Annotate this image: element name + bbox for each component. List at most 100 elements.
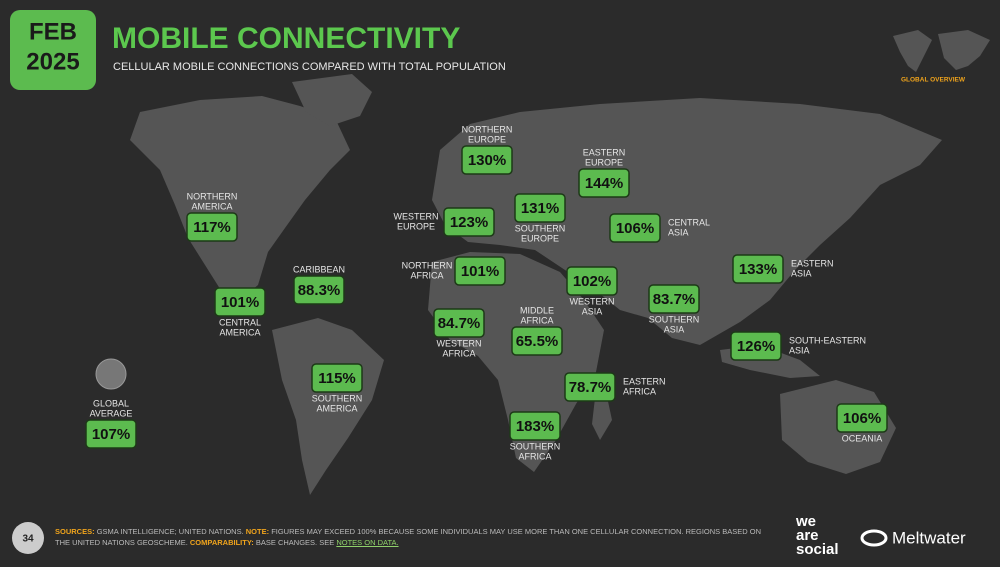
land: [592, 392, 612, 440]
page-circle: [12, 522, 44, 554]
title: MOBILE CONNECTIVITY: [112, 22, 460, 55]
value-label: 101%: [221, 294, 259, 311]
value-label: 65.5%: [516, 333, 559, 350]
region-name: AVERAGE: [90, 408, 133, 418]
date-badge: [10, 10, 96, 90]
region-name: SOUTHERN: [312, 393, 363, 403]
region-name: CARIBBEAN: [293, 264, 345, 274]
region-name: MIDDLE: [520, 305, 554, 315]
region-name: AFRICA: [623, 386, 656, 396]
value-label: 144%: [585, 175, 623, 192]
value-label: 84.7%: [438, 315, 481, 332]
region-name: EASTERN: [583, 147, 626, 157]
mini-land: [893, 30, 990, 72]
land: [272, 318, 384, 495]
region-name: GLOBAL: [93, 398, 129, 408]
region-name: NORTHERN: [187, 191, 238, 201]
region-name: AMERICA: [191, 201, 232, 211]
logo-line: we: [795, 513, 816, 530]
value-box: [433, 308, 485, 338]
mini-map: [893, 30, 990, 72]
value-box: [85, 419, 137, 449]
logo-line: social: [796, 541, 839, 558]
region-name: WESTERN: [437, 338, 482, 348]
value-label: 101%: [461, 263, 499, 280]
value-box: [578, 168, 630, 198]
note: FIGURES MAY EXCEED 100% BECAUSE SOME IND…: [55, 527, 762, 547]
region-name: AMERICA: [219, 327, 260, 337]
value-box: [564, 372, 616, 402]
value-label: 83.7%: [653, 291, 696, 308]
region-name: EASTERN: [623, 376, 666, 386]
region-name: ASIA: [582, 306, 603, 316]
region-name: NORTHERN: [402, 260, 453, 270]
region-name: EUROPE: [585, 157, 623, 167]
meltwater-logo: Meltwater: [892, 528, 966, 547]
page-number: 34: [22, 534, 34, 545]
region-name: NORTHERN: [462, 124, 513, 134]
value-box: [461, 145, 513, 175]
region-name: AFRICA: [520, 315, 553, 325]
note-label: NOTE:: [245, 527, 270, 536]
value-box: [509, 411, 561, 441]
value-label: 115%: [318, 370, 356, 387]
value-box: [443, 207, 495, 237]
value-box: [293, 275, 345, 305]
land: [130, 96, 350, 300]
value-label: 102%: [573, 273, 611, 290]
region-name: AFRICA: [518, 451, 551, 461]
value-label: 183%: [516, 418, 554, 435]
region-name: EUROPE: [468, 134, 506, 144]
value-box: [454, 256, 506, 286]
value-label: 88.3%: [298, 282, 341, 299]
region-name: EASTERN: [791, 258, 834, 268]
region-name: AFRICA: [442, 348, 475, 358]
value-label: 133%: [739, 261, 777, 278]
value-label: 126%: [737, 338, 775, 355]
region-name: SOUTHERN: [649, 314, 700, 324]
land: [432, 98, 942, 345]
value-label: 78.7%: [569, 379, 612, 396]
comparability: BASE CHANGES. SEE: [255, 538, 335, 547]
value-label: 106%: [616, 220, 654, 237]
region-name: AMERICA: [316, 403, 357, 413]
value-box: [186, 212, 238, 242]
region-name: CENTRAL: [668, 217, 710, 227]
subtitle: CELLULAR MOBILE CONNECTIONS COMPARED WIT…: [113, 61, 506, 73]
region-name: SOUTHERN: [515, 223, 566, 233]
value-label: 131%: [521, 200, 559, 217]
footnote: SOURCES: GSMA INTELLIGENCE; UNITED NATIO…: [55, 526, 775, 548]
region-name: CENTRAL: [219, 317, 261, 327]
value-label: 130%: [468, 152, 506, 169]
region-name: EUROPE: [521, 233, 559, 243]
value-box: [732, 254, 784, 284]
region-name: ASIA: [791, 268, 812, 278]
value-box: [730, 331, 782, 361]
value-label: 123%: [450, 214, 488, 231]
meltwater-icon: [860, 529, 888, 547]
region-name: EUROPE: [397, 221, 435, 231]
value-label: 106%: [843, 410, 881, 427]
region-name: ASIA: [789, 345, 810, 355]
overview-label: GLOBAL OVERVIEW: [901, 77, 966, 84]
badge-year: 2025: [26, 48, 79, 75]
value-box: [609, 213, 661, 243]
logo-line: are: [796, 527, 819, 544]
value-label: 117%: [193, 219, 231, 236]
value-box: [566, 266, 618, 296]
value-box: [836, 403, 888, 433]
value-box: [648, 284, 700, 314]
land: [292, 74, 372, 126]
region-name: SOUTHERN: [510, 441, 561, 451]
region-name: SOUTH-EASTERN: [789, 335, 866, 345]
value-box: [311, 363, 363, 393]
value-box: [514, 193, 566, 223]
notes-link[interactable]: NOTES ON DATA.: [336, 538, 399, 547]
badge-month: FEB: [29, 18, 77, 45]
region-name: ASIA: [668, 227, 689, 237]
region-name: AFRICA: [410, 270, 443, 280]
region-name: WESTERN: [570, 296, 615, 306]
